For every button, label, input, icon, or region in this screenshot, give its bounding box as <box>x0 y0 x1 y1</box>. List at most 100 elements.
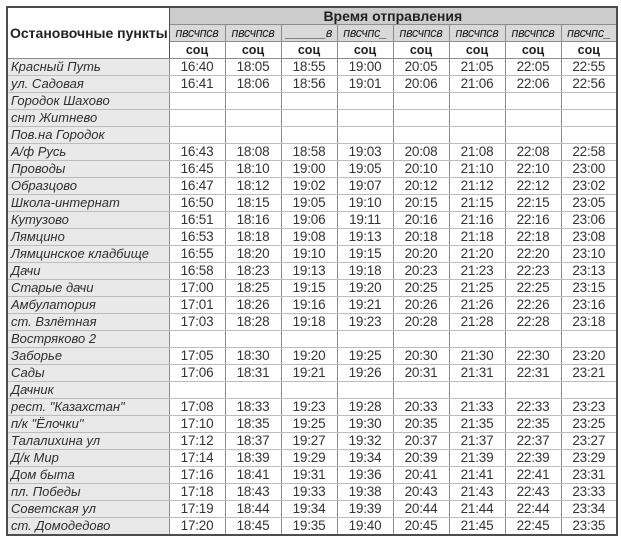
departure-time: 20:39 <box>393 449 450 467</box>
departure-time: 22:35 <box>505 415 562 433</box>
departure-time: 19:31 <box>281 466 338 484</box>
departure-timetable: Остановочные пункты Время отправления пв… <box>6 6 619 536</box>
departure-time: 21:10 <box>449 160 506 178</box>
departure-time: 16:53 <box>169 228 226 246</box>
departure-time: 19:34 <box>281 500 338 518</box>
day-pattern-row: пвсчпсв пвсчпсв ______в пвсчпс_ пвсчпсв пвсчп… <box>7 24 618 42</box>
departure-time: 16:41 <box>169 75 226 93</box>
departure-time: 16:47 <box>169 177 226 195</box>
departure-time: 21:45 <box>449 517 506 536</box>
departure-time: 22:28 <box>505 313 562 331</box>
departure-time: 19:32 <box>337 432 394 450</box>
departure-time: 23:21 <box>561 364 618 382</box>
departure-time <box>337 330 394 348</box>
departure-time: 22:23 <box>505 262 562 280</box>
fare-type-row: соц соц соц соц соц соц соц соц <box>7 41 618 59</box>
table-row: Старые дачи 17:00 18:25 19:15 19:20 20:25 21:2… <box>7 279 618 297</box>
stop-name: Советская ул <box>7 500 170 518</box>
departure-time: 17:05 <box>169 347 226 365</box>
departure-time: 22:12 <box>505 177 562 195</box>
departure-time: 18:33 <box>225 398 282 416</box>
departure-time <box>505 92 562 110</box>
departure-time: 19:03 <box>337 143 394 161</box>
departure-time: 22:43 <box>505 483 562 501</box>
stop-name: Кутузово <box>7 211 170 229</box>
departure-time <box>169 330 226 348</box>
departure-time: 16:50 <box>169 194 226 212</box>
departure-time: 21:15 <box>449 194 506 212</box>
stop-name: ст. Домодедово <box>7 517 170 536</box>
departure-time: 22:30 <box>505 347 562 365</box>
table-row: снт Житнево <box>7 109 618 127</box>
departure-time: 19:20 <box>337 279 394 297</box>
stop-name: ст. Взлётная <box>7 313 170 331</box>
departure-time: 21:31 <box>449 364 506 382</box>
departure-time <box>169 126 226 144</box>
departure-time: 23:16 <box>561 296 618 314</box>
departure-time: 20:44 <box>393 500 450 518</box>
departure-time: 19:16 <box>281 296 338 314</box>
departure-time: 22:58 <box>561 143 618 161</box>
departure-time: 19:00 <box>337 58 394 76</box>
departure-time: 23:33 <box>561 483 618 501</box>
departure-time: 23:00 <box>561 160 618 178</box>
departure-time: 18:39 <box>225 449 282 467</box>
departure-time: 23:15 <box>561 279 618 297</box>
departure-time: 17:00 <box>169 279 226 297</box>
departure-time: 19:05 <box>337 160 394 178</box>
departure-time: 18:20 <box>225 245 282 263</box>
departure-time: 19:10 <box>281 245 338 263</box>
departure-time: 21:23 <box>449 262 506 280</box>
departure-time: 18:28 <box>225 313 282 331</box>
departure-time <box>393 381 450 399</box>
stop-name: Образцово <box>7 177 170 195</box>
stop-name: Амбулатория <box>7 296 170 314</box>
departure-time: 20:43 <box>393 483 450 501</box>
departure-time: 16:40 <box>169 58 226 76</box>
departure-time: 17:12 <box>169 432 226 450</box>
departure-time: 21:37 <box>449 432 506 450</box>
stop-name: ул. Садовая <box>7 75 170 93</box>
departure-time: 20:41 <box>393 466 450 484</box>
departure-time: 18:58 <box>281 143 338 161</box>
table-row: Красный Путь 16:40 18:05 18:55 19:00 20:05 21:… <box>7 58 618 76</box>
departure-time: 23:25 <box>561 415 618 433</box>
departure-time: 18:30 <box>225 347 282 365</box>
main-header-row: Остановочные пункты Время отправления <box>7 7 618 59</box>
departure-time: 19:39 <box>337 500 394 518</box>
departure-time: 19:21 <box>337 296 394 314</box>
departure-time: 21:20 <box>449 245 506 263</box>
departure-time: 18:05 <box>225 58 282 76</box>
departure-time: 18:31 <box>225 364 282 382</box>
departure-time: 18:25 <box>225 279 282 297</box>
table-row: Заборье 17:05 18:30 19:20 19:25 20:30 21:30 22:… <box>7 347 618 365</box>
departure-time: 16:55 <box>169 245 226 263</box>
departure-time: 18:12 <box>225 177 282 195</box>
departure-time: 23:02 <box>561 177 618 195</box>
table-row: Городок Шахово <box>7 92 618 110</box>
departure-time <box>505 109 562 127</box>
table-row: Талалихина ул 17:12 18:37 19:27 19:32 20:37 21… <box>7 432 618 450</box>
departure-time: 19:34 <box>337 449 394 467</box>
departure-time: 20:33 <box>393 398 450 416</box>
departure-time: 20:10 <box>393 160 450 178</box>
departure-time: 19:38 <box>337 483 394 501</box>
departure-time: 19:13 <box>337 228 394 246</box>
fare-type-header: соц <box>561 41 618 59</box>
departure-time: 23:34 <box>561 500 618 518</box>
departure-time: 17:16 <box>169 466 226 484</box>
table-row: А/ф Русь 16:43 18:08 18:58 19:03 20:08 21:08 22… <box>7 143 618 161</box>
table-row: Лямцинское кладбище 16:55 18:20 19:10 19:15 2… <box>7 245 618 263</box>
departure-time: 22:26 <box>505 296 562 314</box>
stop-name: Дачи <box>7 262 170 280</box>
departure-time <box>505 381 562 399</box>
departure-time: 23:08 <box>561 228 618 246</box>
table-row: Советская ул 17:19 18:44 19:34 19:39 20:44 21:… <box>7 500 618 518</box>
departure-time: 18:45 <box>225 517 282 536</box>
departure-time <box>281 92 338 110</box>
table-row: Дачи 16:58 18:23 19:13 19:18 20:23 21:23 22:23 2… <box>7 262 618 280</box>
departure-time: 23:13 <box>561 262 618 280</box>
departure-time: 17:19 <box>169 500 226 518</box>
departure-time: 21:33 <box>449 398 506 416</box>
stop-name: Востряково 2 <box>7 330 170 348</box>
